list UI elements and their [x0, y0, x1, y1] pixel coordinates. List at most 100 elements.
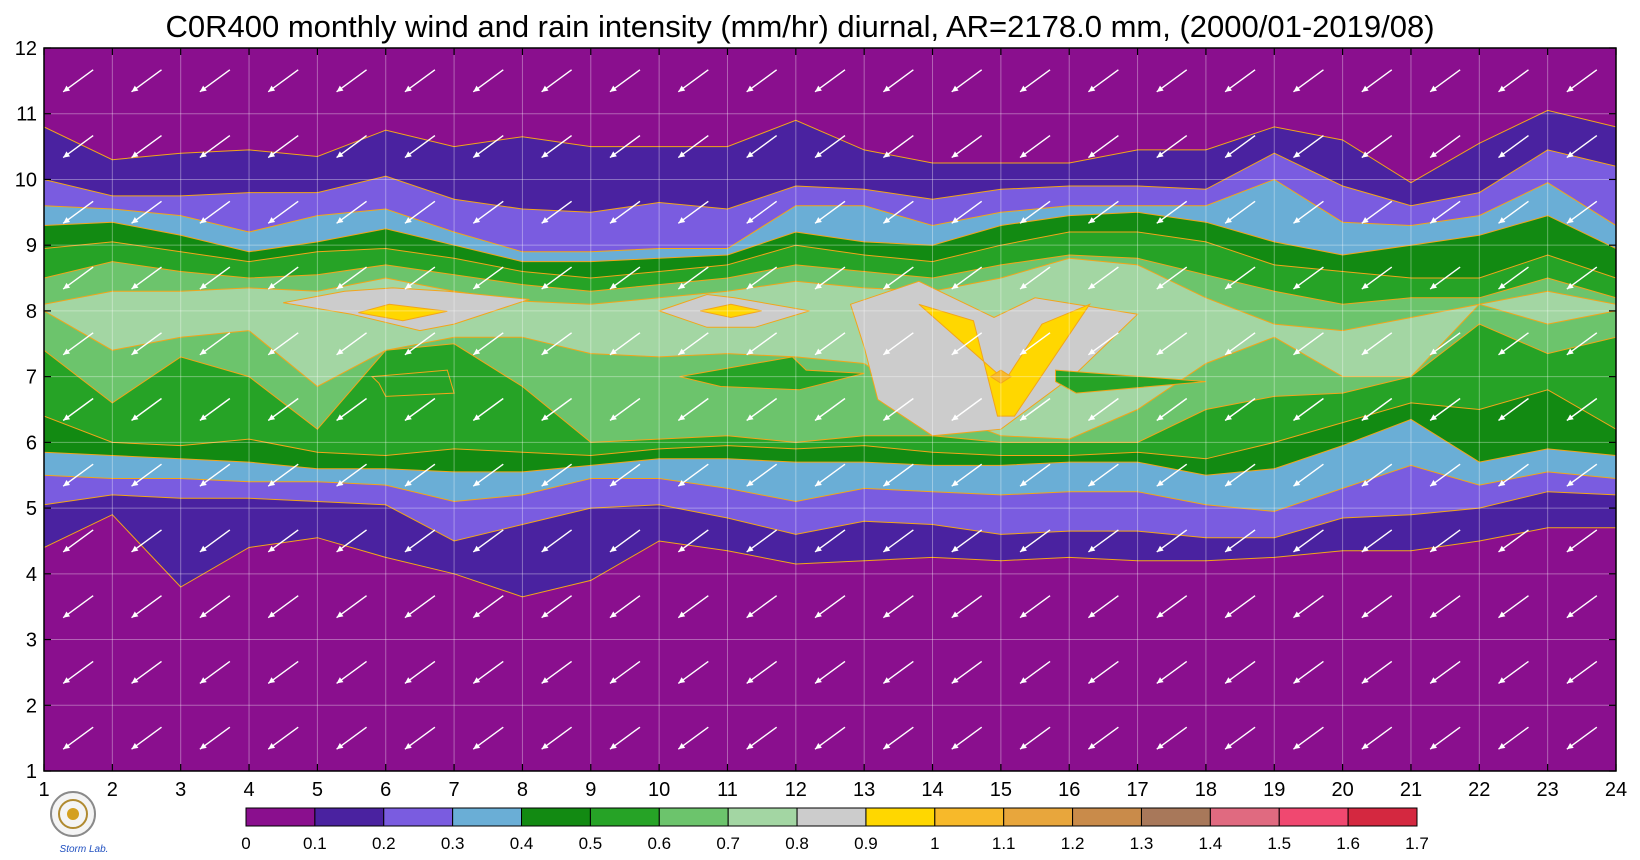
wind-arrow: [746, 529, 778, 553]
x-tick-label: 10: [648, 779, 670, 801]
wind-arrow: [267, 660, 299, 684]
colorbar-label: 1.2: [1061, 834, 1085, 853]
wind-arrow: [336, 135, 367, 159]
wind-arrow: [951, 660, 983, 684]
wind-arrow: [1498, 266, 1529, 290]
wind-arrow: [814, 660, 846, 684]
wind-arrow: [1293, 463, 1324, 487]
y-tick-label: 4: [26, 564, 37, 586]
colorbar-swatch: [1140, 807, 1211, 827]
wind-arrow: [62, 660, 94, 684]
x-tick-label: 16: [1058, 779, 1080, 801]
wind-arrow: [1087, 397, 1119, 422]
wind-arrow: [746, 397, 778, 422]
wind-arrow: [131, 595, 162, 619]
wind-arrow: [814, 397, 846, 422]
colorbar-label: 0: [241, 834, 250, 853]
y-tick-label: 3: [26, 630, 37, 652]
wind-arrow: [404, 332, 436, 356]
wind-arrow: [541, 529, 573, 553]
wind-arrow: [1293, 266, 1324, 290]
wind-arrow: [1361, 463, 1393, 487]
wind-arrow: [62, 726, 94, 750]
wind-arrow: [882, 69, 914, 93]
wind-arrow: [131, 397, 162, 422]
wind-arrow: [1566, 595, 1598, 619]
wind-arrow: [472, 726, 504, 750]
wind-arrow: [1019, 266, 1051, 290]
wind-arrow: [1019, 397, 1051, 422]
wind-arrow: [1019, 595, 1051, 619]
colorbar-swatch: [521, 807, 591, 827]
colorbar-label: 0.9: [854, 834, 878, 853]
wind-arrow: [541, 69, 573, 93]
wind-arrow: [951, 726, 983, 750]
wind-arrow: [746, 595, 778, 619]
x-tick-label: 2: [107, 779, 118, 801]
level-region-0.5-island-6: [370, 369, 455, 397]
wind-arrow: [1224, 135, 1256, 159]
colorbar-label: 1.1: [992, 834, 1016, 853]
wind-arrow: [472, 660, 504, 684]
wind-arrow: [677, 200, 709, 224]
wind-arrow: [951, 200, 983, 224]
x-tick-label: 21: [1400, 779, 1422, 801]
wind-arrow: [1429, 200, 1461, 224]
colorbar-swatch: [383, 807, 454, 827]
wind-arrow: [1087, 529, 1119, 553]
colorbar: 0 0.1 0.2 0.3 0.4 0.5 0.6 0.7 0.8 0.9 1 1.1 1.2 1.3 1.…: [241, 807, 1429, 853]
x-tick-label: 14: [921, 779, 943, 801]
x-tick-label: 17: [1126, 779, 1148, 801]
wind-arrow: [336, 69, 367, 93]
colorbar-label: 0.8: [785, 834, 809, 853]
colorbar-label: 1.3: [1130, 834, 1154, 853]
wind-arrow: [267, 595, 299, 619]
wind-arrow: [1224, 332, 1256, 356]
wind-arrow: [404, 726, 436, 750]
wind-arrow: [1087, 69, 1119, 93]
wind-arrow: [541, 463, 573, 487]
wind-arrow: [1566, 397, 1598, 422]
wind-arrow: [1566, 463, 1598, 487]
wind-arrow: [1361, 332, 1393, 356]
level-region-0.5-island-16: [1055, 369, 1206, 394]
wind-arrow: [336, 726, 367, 750]
wind-arrow: [1087, 463, 1119, 487]
colorbar-label: 1.4: [1199, 834, 1223, 853]
wind-arrow: [1019, 200, 1051, 224]
wind-arrow: [336, 529, 367, 553]
wind-arrow: [1361, 135, 1393, 159]
wind-arrow: [882, 529, 914, 553]
x-tick-label: 3: [175, 779, 186, 801]
wind-arrow: [814, 200, 846, 224]
wind-arrow: [62, 529, 94, 553]
wind-arrow: [746, 135, 778, 159]
x-tick-label: 18: [1195, 779, 1217, 801]
wind-arrow: [746, 332, 778, 356]
wind-arrow: [1361, 660, 1393, 684]
wind-arrow: [336, 332, 367, 356]
wind-arrow: [609, 463, 641, 487]
wind-arrow: [1156, 397, 1188, 422]
wind-arrow: [1566, 266, 1598, 290]
wind-arrow: [609, 200, 641, 224]
colorbar-swatch: [314, 807, 385, 827]
wind-arrow: [1156, 726, 1188, 750]
wind-arrow: [1156, 595, 1188, 619]
wind-arrow: [677, 266, 709, 290]
wind-arrow: [1293, 595, 1324, 619]
wind-arrow: [199, 135, 231, 159]
wind-arrow: [404, 529, 436, 553]
colorbar-swatch: [1209, 807, 1280, 827]
wind-arrow: [1087, 660, 1119, 684]
wind-arrow: [267, 529, 299, 553]
wind-arrow: [1566, 332, 1598, 356]
colorbar-swatch: [934, 807, 1005, 827]
wind-arrow: [62, 595, 94, 619]
wind-arrow: [404, 595, 436, 619]
level-region-0.9-spot-11: [699, 303, 762, 319]
wind-arrow: [609, 397, 641, 422]
wind-arrow: [131, 660, 162, 684]
x-tick-label: 23: [1537, 779, 1559, 801]
